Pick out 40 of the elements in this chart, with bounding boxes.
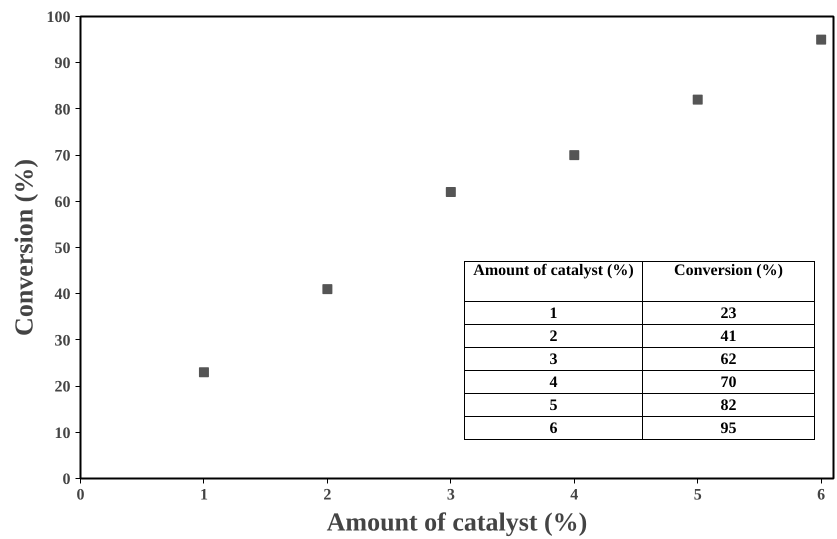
y-tick-label: 70 bbox=[54, 148, 70, 165]
annotation: Amount of catalyst (%) bbox=[464, 262, 642, 302]
annotation: 4 bbox=[464, 370, 642, 394]
x-tick-label: 5 bbox=[694, 486, 702, 504]
x-tick-label: 4 bbox=[570, 486, 578, 504]
y-tick-label: 40 bbox=[54, 286, 70, 304]
annotation: 3 bbox=[464, 348, 642, 370]
x-tick-label: 1 bbox=[200, 486, 208, 504]
x-tick-label: 6 bbox=[817, 486, 826, 504]
y-tick-label: 60 bbox=[54, 194, 70, 211]
x-tick-label: 0 bbox=[76, 486, 84, 504]
annotation: 70 bbox=[642, 370, 814, 394]
annotation: 2 bbox=[464, 324, 642, 348]
y-tick-label: 50 bbox=[54, 240, 70, 257]
y-tick-label: 0 bbox=[62, 471, 70, 488]
point bbox=[692, 94, 703, 105]
x-tick-label: 3 bbox=[446, 486, 455, 504]
point bbox=[322, 284, 332, 294]
annotation: 5 bbox=[464, 394, 642, 416]
point bbox=[198, 367, 209, 378]
point bbox=[446, 187, 456, 198]
annotation: 62 bbox=[642, 348, 814, 370]
annotation: 41 bbox=[642, 324, 814, 348]
y-tick-label: 10 bbox=[54, 424, 70, 442]
x-tick-label: 2 bbox=[323, 486, 332, 504]
point bbox=[816, 34, 826, 45]
annotation: 1 bbox=[464, 302, 642, 324]
y-tick-label: 90 bbox=[54, 55, 70, 72]
annotation: 6 bbox=[464, 416, 642, 440]
annotation: Conversion (%) bbox=[642, 262, 814, 302]
annotation: 23 bbox=[642, 302, 814, 324]
y-tick-label: 30 bbox=[54, 332, 70, 350]
y-tick-label: 100 bbox=[46, 9, 70, 26]
y-tick-label: 20 bbox=[54, 378, 70, 396]
y-tick-label: 80 bbox=[54, 101, 70, 118]
point bbox=[569, 150, 580, 160]
annotation: 95 bbox=[642, 416, 814, 440]
x-axis-title: Amount of catalyst (%) bbox=[326, 508, 588, 536]
y-axis-title: Conversion (%) bbox=[10, 159, 38, 336]
annotation: 82 bbox=[642, 394, 814, 416]
